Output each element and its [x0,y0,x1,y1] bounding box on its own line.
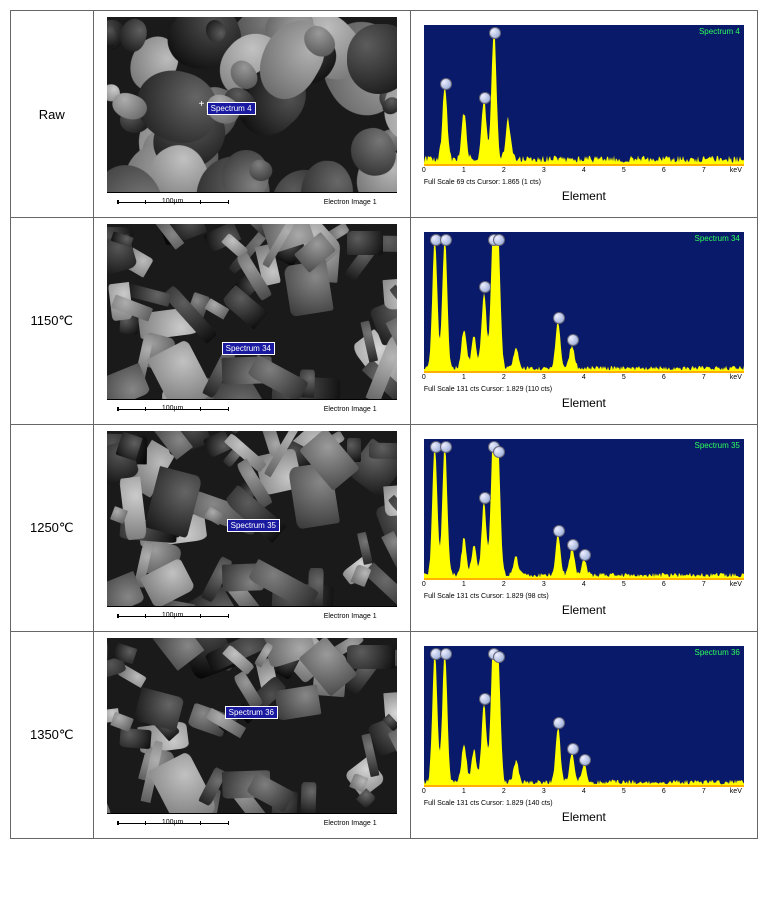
axis-label: Element [424,603,744,617]
element-marker [489,27,501,39]
spectrum-cell: Spectrum 401234567keVFull Scale 69 cts C… [410,11,757,218]
row-label: 1350℃ [11,632,94,839]
sem-footer: 100µm Electron Image 1 [107,399,397,418]
spectrum-cell: Spectrum 3501234567keVFull Scale 131 cts… [410,425,757,632]
element-marker [440,441,452,453]
element-marker [579,754,591,766]
element-marker [440,648,452,660]
electron-image-label: Electron Image 1 [324,406,377,413]
spectrum-footer: Full Scale 131 cts Cursor: 1.829 (140 ct… [424,799,744,807]
sem-image: Spectrum 34 [107,224,397,399]
element-marker [567,743,579,755]
axis-label: Element [424,189,744,203]
figure-table: RawSpectrum 4+100µmElectron Image 1Spect… [10,10,758,839]
spectrum-xaxis: 01234567keV [424,786,744,799]
element-marker [440,78,452,90]
axis-label: Element [424,396,744,410]
electron-image-label: Electron Image 1 [324,820,377,827]
scale-label: 100µm [160,405,186,412]
spectrum-xaxis: 01234567keV [424,165,744,178]
element-marker [553,717,565,729]
eds-spectrum: Spectrum 4 [424,25,744,165]
sem-image: Spectrum 35 [107,431,397,606]
sem-image: Spectrum 36 [107,638,397,813]
element-marker [579,549,591,561]
sem-image: Spectrum 4+ [107,17,397,192]
axis-label: Element [424,810,744,824]
element-marker [493,234,505,246]
sem-footer: 100µm Electron Image 1 [107,606,397,625]
table-row: RawSpectrum 4+100µmElectron Image 1Spect… [11,11,758,218]
electron-image-label: Electron Image 1 [324,199,377,206]
spectrum-footer: Full Scale 131 cts Cursor: 1.829 (98 cts… [424,592,744,600]
table-row: 1150℃Spectrum 34100µmElectron Image 1Spe… [11,218,758,425]
electron-image-label: Electron Image 1 [324,613,377,620]
row-label: Raw [11,11,94,218]
sem-footer: 100µm Electron Image 1 [107,813,397,832]
eds-spectrum: Spectrum 34 [424,232,744,372]
spectrum-point-label: Spectrum 4 [207,102,256,115]
spectrum-footer: Full Scale 131 cts Cursor: 1.829 (110 ct… [424,385,744,393]
scale-label: 100µm [160,612,186,619]
element-marker [479,92,491,104]
element-marker [567,539,579,551]
row-label: 1250℃ [11,425,94,632]
scale-label: 100µm [160,198,186,205]
element-marker [440,234,452,246]
spectrum-xaxis: 01234567keV [424,579,744,592]
eds-spectrum: Spectrum 36 [424,646,744,786]
element-marker [493,446,505,458]
element-marker [479,693,491,705]
row-label: 1150℃ [11,218,94,425]
element-marker [493,651,505,663]
sem-cell: Spectrum 36 100µm Electron Image 1 [93,632,410,839]
spectrum-point-label: Spectrum 34 [222,342,275,355]
table-row: 1350℃Spectrum 36100µmElectron Image 1Spe… [11,632,758,839]
eds-spectrum: Spectrum 35 [424,439,744,579]
sem-cell: Spectrum 35 100µm Electron Image 1 [93,425,410,632]
spectrum-point-label: Spectrum 35 [227,519,280,532]
sem-cell: Spectrum 34 100µm Electron Image 1 [93,218,410,425]
table-row: 1250℃Spectrum 35100µmElectron Image 1Spe… [11,425,758,632]
element-marker [567,334,579,346]
spectrum-footer: Full Scale 69 cts Cursor: 1.865 (1 cts) [424,178,744,186]
spectrum-point-label: Spectrum 36 [225,706,278,719]
sem-footer: 100µm Electron Image 1 [107,192,397,211]
scale-label: 100µm [160,819,186,826]
spectrum-cell: Spectrum 3401234567keVFull Scale 131 cts… [410,218,757,425]
sem-cell: Spectrum 4+ 100µm Electron Image 1 [93,11,410,218]
element-marker [553,312,565,324]
spectrum-xaxis: 01234567keV [424,372,744,385]
spectrum-cell: Spectrum 3601234567keVFull Scale 131 cts… [410,632,757,839]
